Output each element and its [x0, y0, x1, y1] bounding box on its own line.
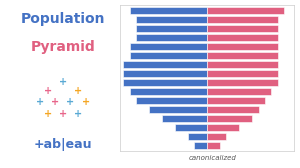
Bar [207, 52, 278, 59]
Bar [207, 7, 284, 14]
Bar [207, 25, 278, 32]
Bar [175, 124, 207, 131]
Bar [207, 79, 278, 86]
Text: +ab|eau: +ab|eau [34, 138, 92, 151]
Text: +: + [74, 86, 82, 96]
Text: Pyramid: Pyramid [31, 40, 95, 54]
Bar [130, 7, 207, 14]
Text: +: + [36, 97, 44, 108]
Bar [207, 97, 265, 104]
Bar [207, 88, 272, 95]
Bar [207, 133, 226, 140]
Bar [188, 133, 207, 140]
Text: +: + [82, 97, 90, 108]
Text: +: + [67, 97, 75, 108]
Bar [194, 142, 207, 149]
Bar [207, 43, 278, 50]
Text: +: + [74, 109, 82, 119]
Bar [207, 115, 252, 122]
Bar [207, 16, 278, 23]
Bar [207, 61, 278, 68]
Bar [136, 16, 207, 23]
Text: +: + [44, 109, 52, 119]
Bar [123, 70, 207, 77]
Bar [149, 106, 207, 113]
Bar [130, 52, 207, 59]
Text: +: + [59, 109, 67, 119]
Bar [130, 43, 207, 50]
Text: +: + [51, 97, 59, 108]
Bar [162, 115, 207, 122]
Bar [136, 25, 207, 32]
Bar [123, 61, 207, 68]
Bar [207, 124, 239, 131]
Text: +: + [59, 77, 67, 87]
Bar [207, 70, 278, 77]
Bar [130, 88, 207, 95]
Bar [123, 79, 207, 86]
Bar [207, 106, 259, 113]
Bar [207, 142, 220, 149]
Text: Population: Population [21, 12, 105, 26]
Bar [136, 34, 207, 41]
Bar [207, 34, 278, 41]
Text: +: + [44, 86, 52, 96]
Text: canonicalized: canonicalized [189, 155, 237, 161]
Bar [136, 97, 207, 104]
